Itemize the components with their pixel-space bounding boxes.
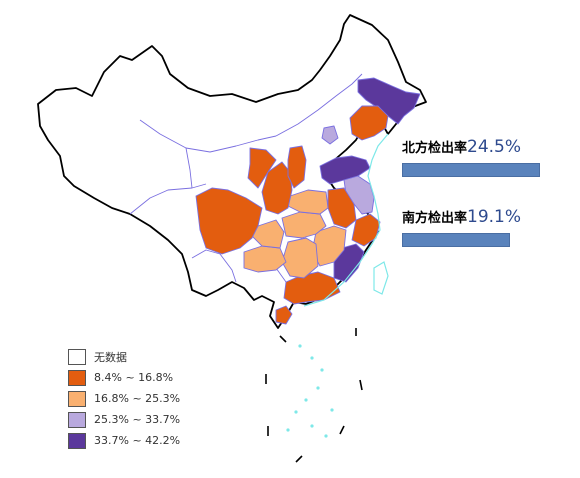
- dash-3: [339, 425, 345, 435]
- province-shaanxi: [261, 161, 293, 215]
- legend: 无数据 8.4% ~ 16.8% 16.8% ~ 25.3% 25.3% ~ 3…: [68, 346, 180, 451]
- province-henan: [287, 189, 329, 215]
- dash-7: [279, 335, 287, 343]
- legend-item-range-2: 16.8% ~ 25.3%: [68, 388, 180, 409]
- province-heilongjiang: [357, 77, 421, 125]
- stat-north-value: 24.5%: [467, 137, 522, 157]
- province-beijing: [321, 125, 339, 145]
- country-outline: [37, 14, 427, 329]
- island-dot: [286, 428, 290, 432]
- legend-label: 16.8% ~ 25.3%: [94, 392, 181, 405]
- province-outline-xinjiang: [139, 119, 277, 153]
- province-shandong: [319, 155, 371, 185]
- province-shanxi: [287, 145, 307, 189]
- province-liaoning: [349, 105, 389, 141]
- stat-south-value: 19.1%: [467, 207, 522, 227]
- legend-item-range-1: 8.4% ~ 16.8%: [68, 367, 180, 388]
- dash-4: [295, 455, 303, 463]
- legend-swatch: [68, 432, 86, 449]
- legend-swatch: [68, 369, 86, 386]
- province-hainan: [275, 305, 293, 325]
- legend-item-no-data: 无数据: [68, 346, 180, 367]
- stat-north: 北方检出率24.5%: [402, 136, 552, 177]
- legend-item-range-3: 25.3% ~ 33.7%: [68, 409, 180, 430]
- coastline: [303, 133, 389, 307]
- island-taiwan: [373, 261, 389, 295]
- legend-swatch: [68, 411, 86, 428]
- legend-item-range-4: 33.7% ~ 42.2%: [68, 430, 180, 451]
- province-outline-tibet: [129, 183, 207, 215]
- legend-label: 无数据: [94, 350, 127, 364]
- stat-south: 南方检出率19.1%: [402, 206, 552, 247]
- legend-label: 25.3% ~ 33.7%: [94, 413, 181, 426]
- island-dot: [324, 434, 328, 438]
- island-dot: [304, 398, 308, 402]
- stat-south-label: 南方检出率: [402, 211, 468, 226]
- stat-north-bar: [402, 163, 540, 177]
- province-outline-qinghai: [185, 147, 193, 189]
- island-dot: [298, 344, 302, 348]
- legend-swatch: [68, 390, 86, 407]
- province-outline-yunnan: [191, 249, 237, 283]
- island-dot: [310, 424, 314, 428]
- stat-south-bar: [402, 233, 510, 247]
- island-dot: [320, 368, 324, 372]
- province-sichuan: [195, 187, 263, 255]
- province-outline-innermongolia: [275, 73, 363, 137]
- legend-swatch: [68, 348, 86, 365]
- dash-2: [359, 379, 363, 391]
- island-dot: [330, 408, 334, 412]
- province-anhui: [327, 187, 357, 229]
- legend-label: 8.4% ~ 16.8%: [94, 371, 174, 384]
- island-dot: [294, 410, 298, 414]
- stat-north-label: 北方检出率: [402, 141, 468, 156]
- province-gansu: [247, 147, 277, 189]
- island-dot: [310, 356, 314, 360]
- island-dot: [316, 386, 320, 390]
- stat-north-bar-track: [402, 163, 542, 177]
- stat-south-bar-track: [402, 233, 542, 247]
- legend-label: 33.7% ~ 42.2%: [94, 434, 181, 447]
